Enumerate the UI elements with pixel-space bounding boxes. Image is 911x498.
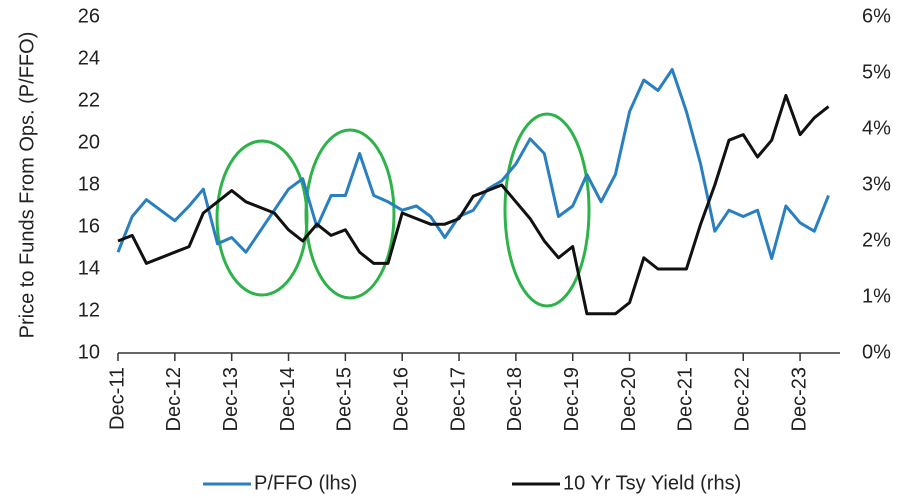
- y2-tick-label: 6%: [862, 5, 891, 27]
- y2-tick-label: 0%: [862, 341, 891, 363]
- y-tick-label: 18: [78, 173, 100, 195]
- legend-label: 10 Yr Tsy Yield (rhs): [563, 472, 741, 494]
- x-tick-label: Dec-21: [675, 367, 697, 431]
- y-tick-label: 14: [78, 257, 100, 279]
- x-tick-label: Dec-23: [788, 367, 810, 431]
- y2-tick-label: 1%: [862, 285, 891, 307]
- highlight-ellipse: [215, 139, 309, 297]
- y-tick-label: 12: [78, 299, 100, 321]
- highlight-ellipse: [304, 128, 396, 300]
- y2-tick-label: 4%: [862, 117, 891, 139]
- y2-tick-label: 2%: [862, 229, 891, 251]
- y-tick-label: 24: [78, 47, 100, 69]
- annotations: [215, 112, 591, 308]
- series-line: [117, 93, 830, 316]
- x-tick-label: Dec-18: [504, 367, 526, 431]
- legend-label: P/FFO (lhs): [254, 472, 357, 494]
- y-tick-label: 10: [78, 341, 100, 363]
- x-tick-label: Dec-20: [618, 367, 640, 431]
- x-tick-label: Dec-19: [561, 367, 583, 431]
- y-tick-label: 26: [78, 5, 100, 27]
- y-tick-label: 16: [78, 215, 100, 237]
- x-tick-label: Dec-15: [334, 367, 356, 431]
- x-tick-label: Dec-11: [106, 367, 128, 430]
- y-tick-label: 20: [78, 131, 100, 153]
- y2-tick-label: 3%: [862, 173, 891, 195]
- series-line: [116, 68, 830, 260]
- x-tick-label: Dec-13: [220, 367, 242, 431]
- x-tick-label: Dec-12: [163, 367, 185, 431]
- highlight-ellipse: [503, 112, 591, 308]
- x-tick-label: Dec-14: [277, 367, 299, 431]
- x-tick-label: Dec-17: [447, 367, 469, 431]
- y-axis-label: Price to Funds From Ops. (P/FFO): [16, 32, 38, 339]
- x-tick-label: Dec-16: [390, 367, 412, 431]
- y2-tick-label: 5%: [862, 61, 891, 83]
- y-tick-label: 22: [78, 89, 100, 111]
- x-tick-label: Dec-22: [732, 367, 754, 431]
